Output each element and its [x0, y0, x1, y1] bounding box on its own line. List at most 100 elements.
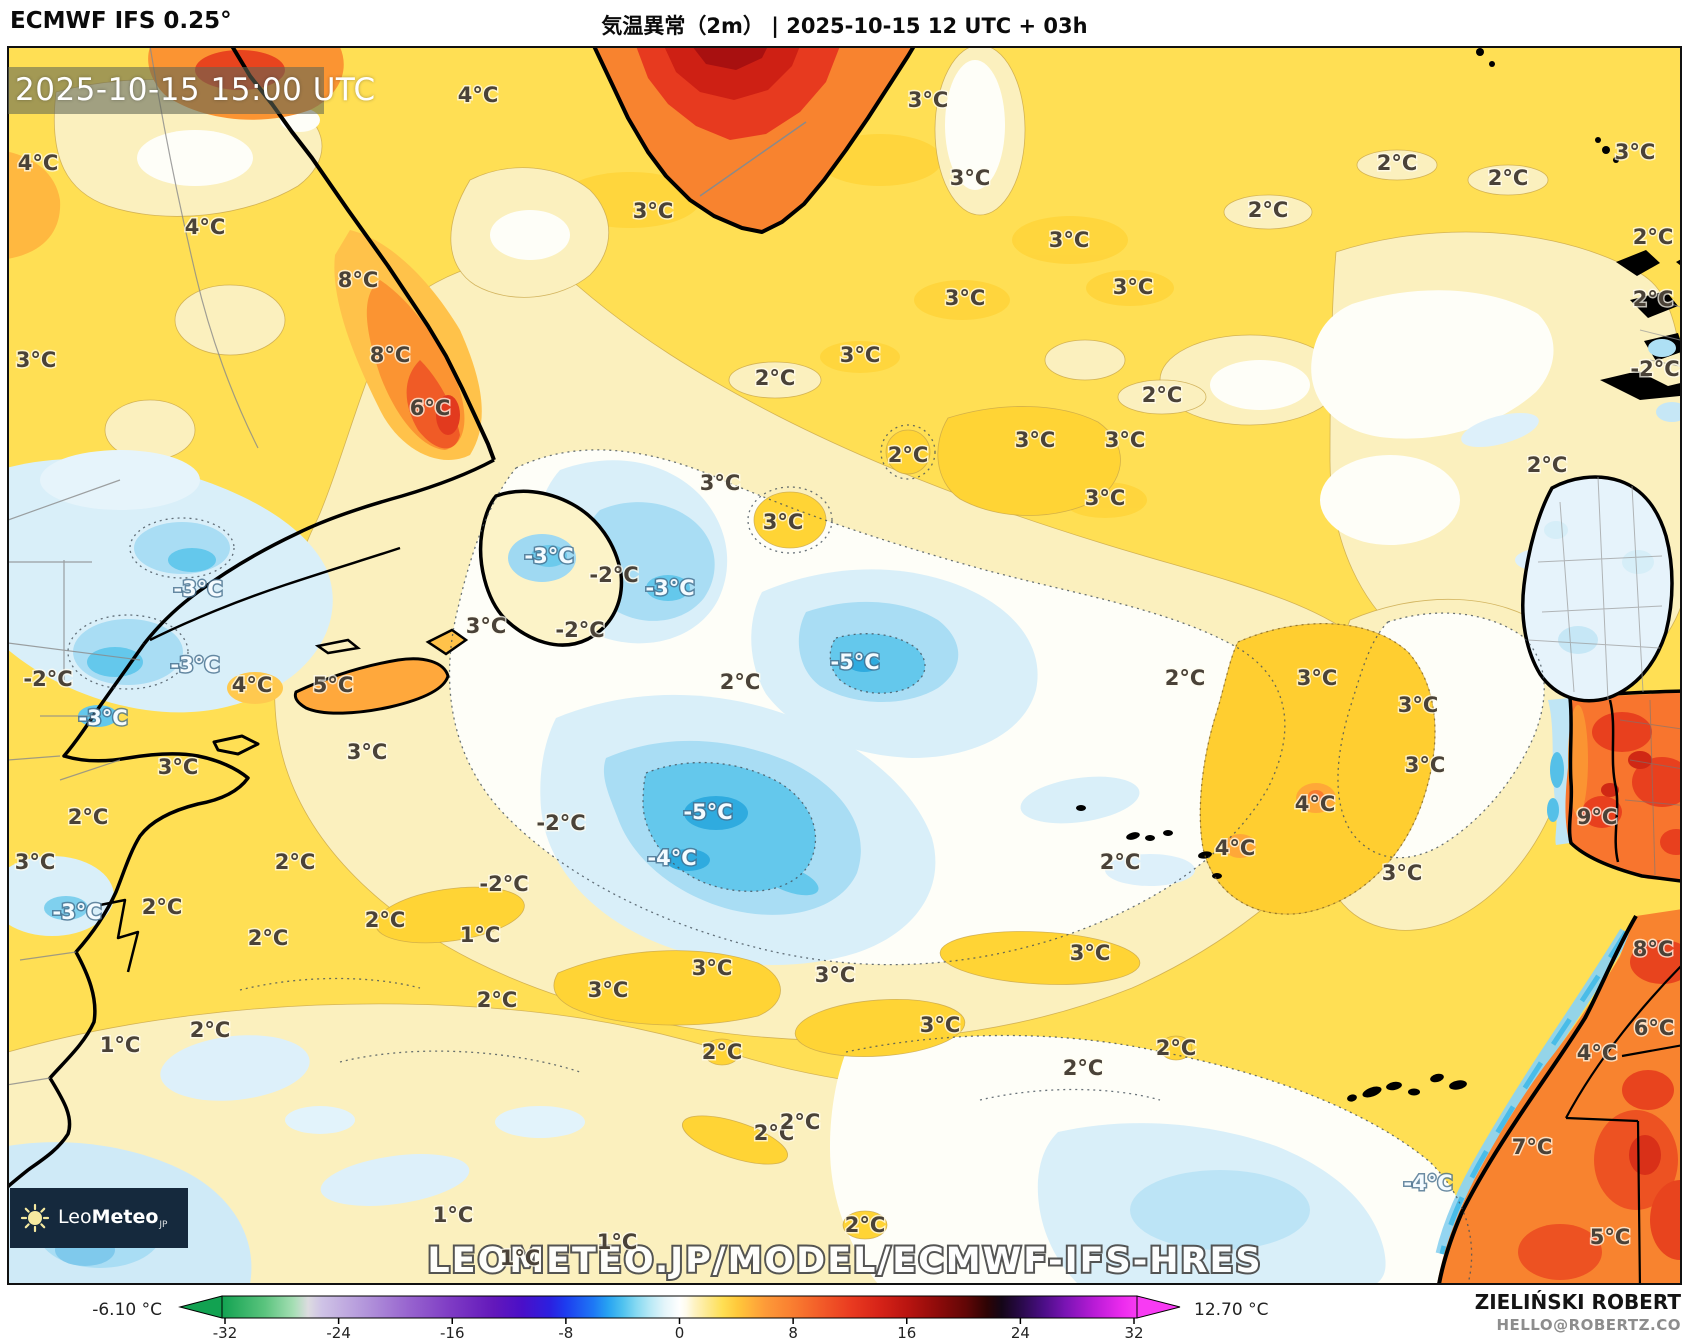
temp-label: 2°C — [1142, 383, 1183, 407]
weather-map-page: ECMWF IFS 0.25° 気温異常（2m） | 2025-10-15 12… — [0, 0, 1689, 1338]
temp-label: 3°C — [840, 343, 881, 367]
watermark-text: LEOMETEO.JP/MODEL/ECMWF-IFS-HRES — [427, 1241, 1262, 1281]
colorbar: -32 -24 -16 -8 0 8 16 24 32 — [0, 1290, 1689, 1338]
temp-label: 3°C — [700, 471, 741, 495]
colorbar-tick-label: -16 — [440, 1324, 465, 1338]
temp-label: 2°C — [702, 1040, 743, 1064]
temp-label: 3°C — [588, 978, 629, 1002]
temp-label: -3°C — [645, 576, 694, 600]
temp-label: 2°C — [1488, 166, 1529, 190]
author-name: ZIELIŃSKI ROBERT — [1475, 1290, 1681, 1314]
temp-label: 9°C — [1577, 805, 1618, 829]
colorbar-tick-label: -8 — [558, 1324, 573, 1338]
timestamp-overlay: 2025-10-15 15:00 UTC — [8, 67, 324, 114]
temp-label: 2°C — [1165, 666, 1206, 690]
anomaly-map: LEOMETEO.JP/MODEL/ECMWF-IFS-HRES 4°C 3°C 3… — [0, 0, 1689, 1338]
temp-label: 3°C — [1297, 666, 1338, 690]
temp-label: 5°C — [313, 673, 354, 697]
temp-label: 3°C — [1615, 140, 1656, 164]
temp-label: 3°C — [763, 510, 804, 534]
logo-text: LeoMeteoJP — [58, 1206, 168, 1231]
temp-label: 2°C — [780, 1110, 821, 1134]
ireland — [1523, 477, 1672, 701]
colorbar-tick-label: 8 — [788, 1324, 798, 1338]
temp-label: 3°C — [1070, 941, 1111, 965]
sun-icon — [20, 1203, 50, 1233]
temp-label: -4°C — [1403, 1171, 1452, 1195]
temp-label: 3°C — [908, 88, 949, 112]
temp-label: 2°C — [845, 1213, 886, 1237]
colorbar-left-arrow — [180, 1296, 222, 1318]
temp-label: -5°C — [683, 800, 732, 824]
temp-label: 3°C — [1015, 428, 1056, 452]
temp-label: 3°C — [1049, 228, 1090, 252]
temp-label: -2°C — [23, 667, 72, 691]
colorbar-tick-label: -24 — [326, 1324, 351, 1338]
temp-label: -3°C — [52, 900, 101, 924]
temp-label: 2°C — [1633, 287, 1674, 311]
colorbar-tick-label: 16 — [897, 1324, 916, 1338]
temp-label: 3°C — [1382, 861, 1423, 885]
colorbar-ticks: -32 -24 -16 -8 0 8 16 24 32 — [213, 1318, 1144, 1338]
temp-label: 3°C — [633, 199, 674, 223]
leometeo-logo: LeoMeteoJP — [10, 1188, 188, 1248]
colorbar-tick-label: 32 — [1124, 1324, 1143, 1338]
temp-label: 4°C — [185, 215, 226, 239]
temp-label: 6°C — [410, 396, 451, 420]
temp-label: 1°C — [597, 1230, 638, 1254]
temp-label: 3°C — [466, 614, 507, 638]
temp-label: 2°C — [248, 926, 289, 950]
temp-label: 2°C — [1100, 850, 1141, 874]
temp-label: 3°C — [1398, 693, 1439, 717]
temp-label: 4°C — [1215, 836, 1256, 860]
temp-label: 2°C — [755, 366, 796, 390]
temp-label: 3°C — [158, 755, 199, 779]
temp-label: 4°C — [458, 83, 499, 107]
temp-label: -2°C — [555, 618, 604, 642]
temp-label: 3°C — [16, 348, 57, 372]
colorbar-gradient-bar — [222, 1296, 1137, 1318]
temp-label: 8°C — [370, 343, 411, 367]
temp-label: 2°C — [477, 988, 518, 1012]
colorbar-max-value: 12.70 °C — [1194, 1300, 1268, 1320]
temp-label: 3°C — [1105, 428, 1146, 452]
temp-label: 1°C — [433, 1203, 474, 1227]
temp-label: 6°C — [1634, 1016, 1675, 1040]
colorbar-tick-label: -32 — [213, 1324, 238, 1338]
temp-label: 4°C — [1295, 792, 1336, 816]
temp-label: -5°C — [830, 650, 879, 674]
temp-label: 2°C — [1156, 1036, 1197, 1060]
temp-label: 2°C — [142, 895, 183, 919]
temp-label: -3°C — [173, 577, 222, 601]
watermark-layer: LEOMETEO.JP/MODEL/ECMWF-IFS-HRES — [427, 1241, 1262, 1281]
temp-label: 3°C — [1085, 486, 1126, 510]
temp-label: 3°C — [945, 286, 986, 310]
temp-label: 3°C — [950, 166, 991, 190]
temp-label: -3°C — [78, 706, 127, 730]
temp-label: 3°C — [347, 740, 388, 764]
temp-label: -2°C — [536, 811, 585, 835]
temp-label: 2°C — [1633, 225, 1674, 249]
temp-label: 5°C — [1590, 1225, 1631, 1249]
colorbar-tick-label: 24 — [1011, 1324, 1030, 1338]
temp-label: 3°C — [692, 956, 733, 980]
colorbar-min-value: -6.10 °C — [62, 1300, 162, 1320]
temp-label: -2°C — [479, 872, 528, 896]
temp-label: 2°C — [68, 805, 109, 829]
author-contact: HELLO@ROBERTZ.CO — [1496, 1316, 1681, 1334]
temp-label: 2°C — [190, 1018, 231, 1042]
temp-label: 2°C — [1248, 198, 1289, 222]
temp-label: 7°C — [1512, 1135, 1553, 1159]
temp-label: 2°C — [1063, 1056, 1104, 1080]
temp-label: 3°C — [920, 1013, 961, 1037]
temp-label: 2°C — [720, 670, 761, 694]
temp-label: 2°C — [1527, 453, 1568, 477]
temp-label: 3°C — [1113, 275, 1154, 299]
temp-label: -3°C — [170, 653, 219, 677]
colorbar-tick-label: 0 — [675, 1324, 685, 1338]
temp-label: 2°C — [888, 443, 929, 467]
temp-label: 8°C — [1633, 937, 1674, 961]
temp-label: 4°C — [1577, 1041, 1618, 1065]
temp-label: 2°C — [275, 850, 316, 874]
temp-label: -3°C — [524, 544, 573, 568]
